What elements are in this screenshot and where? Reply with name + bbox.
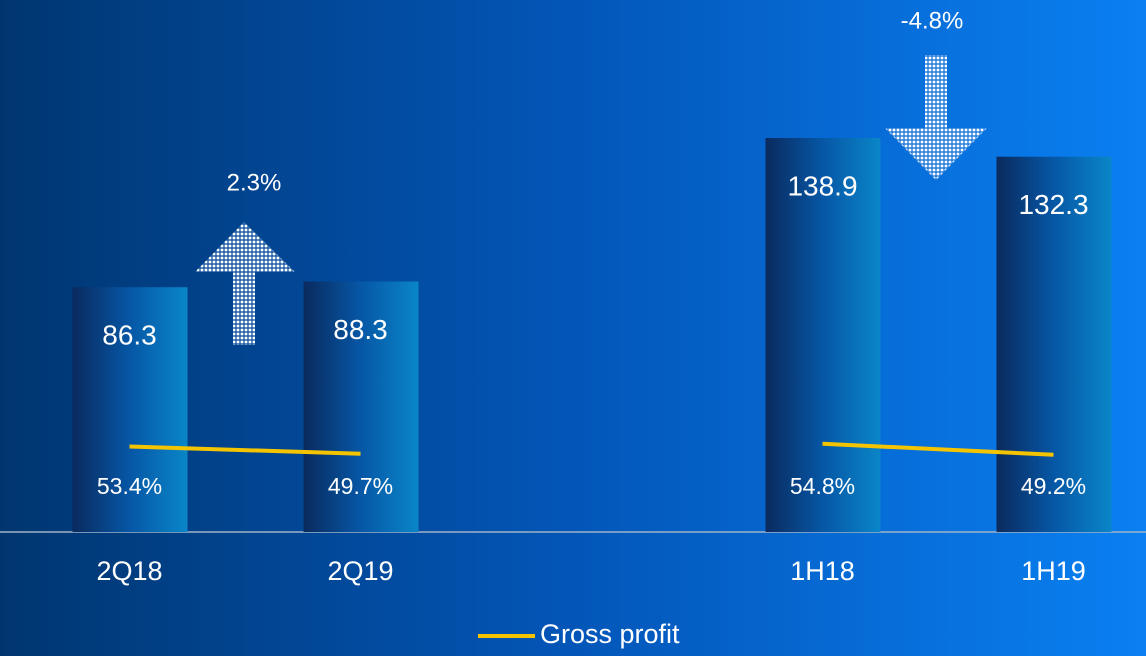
x-tick-label: 1H18 [790, 556, 855, 586]
bar [72, 287, 188, 532]
line [822, 441, 1054, 457]
down-arrow [885, 55, 987, 180]
annotation: -4.8% [901, 7, 964, 34]
value-label: 132.3 [1018, 189, 1088, 220]
x-tick-label: 2Q18 [96, 556, 162, 586]
bar [303, 281, 419, 532]
annotation: 2.3% [227, 169, 282, 196]
x-tick-label: 1H19 [1021, 556, 1086, 586]
data-label: 49.7% [328, 473, 393, 499]
up-arrow [195, 222, 295, 345]
value-label: 138.9 [787, 170, 857, 201]
data-label: 54.8% [790, 473, 855, 499]
bar [996, 156, 1112, 533]
x-tick-label: 2Q19 [327, 556, 393, 586]
legend-label: Gross profit [540, 619, 680, 649]
value-label: 88.3 [333, 314, 388, 345]
line [129, 444, 361, 456]
data-label: 53.4% [97, 473, 162, 499]
data-label: 49.2% [1021, 473, 1086, 499]
bar [765, 138, 881, 532]
value-label: 86.3 [102, 320, 157, 351]
